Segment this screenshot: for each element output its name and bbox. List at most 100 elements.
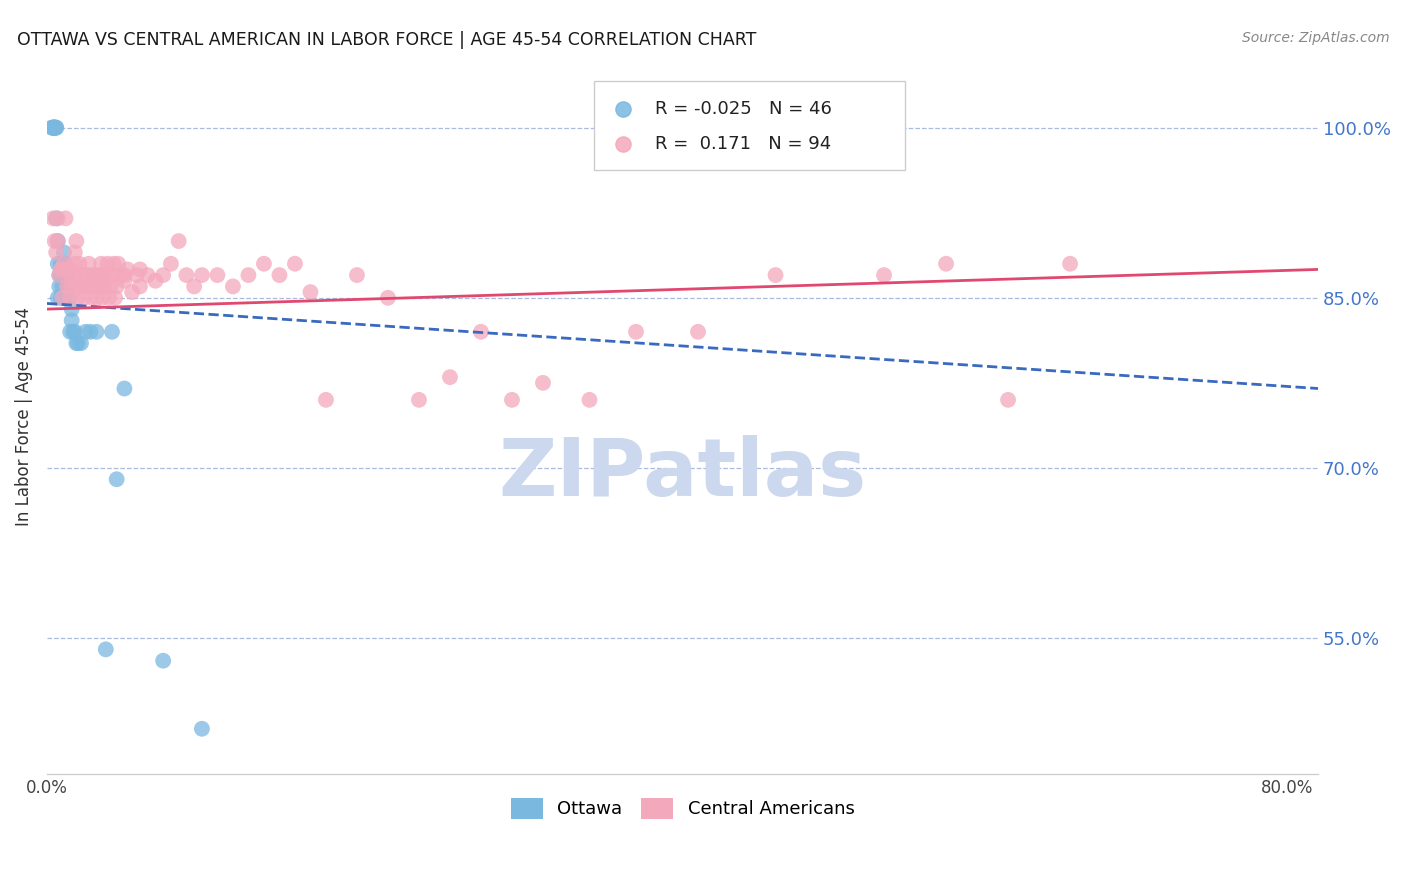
Point xyxy=(44,120,66,135)
Point xyxy=(46,211,69,226)
Point xyxy=(46,234,69,248)
Point xyxy=(90,268,112,282)
Point xyxy=(42,211,65,226)
Point xyxy=(46,234,69,248)
Point xyxy=(935,257,957,271)
Point xyxy=(49,262,72,277)
Point xyxy=(51,262,73,277)
Text: OTTAWA VS CENTRAL AMERICAN IN LABOR FORCE | AGE 45-54 CORRELATION CHART: OTTAWA VS CENTRAL AMERICAN IN LABOR FORC… xyxy=(17,31,756,49)
Point xyxy=(315,392,337,407)
Point xyxy=(873,268,896,282)
Point xyxy=(501,392,523,407)
Point xyxy=(52,245,75,260)
Point xyxy=(299,285,322,299)
Point xyxy=(48,268,70,282)
Point xyxy=(73,291,96,305)
Point xyxy=(167,234,190,248)
Point xyxy=(45,245,67,260)
Point xyxy=(55,211,77,226)
Point xyxy=(160,257,183,271)
Point xyxy=(56,279,79,293)
Point xyxy=(44,120,66,135)
Point xyxy=(82,268,104,282)
Point xyxy=(75,268,97,282)
Point xyxy=(45,211,67,226)
Point xyxy=(65,234,87,248)
Point xyxy=(686,325,709,339)
Point xyxy=(112,268,135,282)
Point xyxy=(80,291,103,305)
Point xyxy=(129,262,152,277)
Point xyxy=(62,268,84,282)
Point xyxy=(136,268,159,282)
Point xyxy=(377,291,399,305)
Point xyxy=(45,120,67,135)
Point xyxy=(152,654,174,668)
Point xyxy=(44,234,66,248)
Point xyxy=(63,257,86,271)
Point xyxy=(96,257,118,271)
Point xyxy=(56,268,79,282)
Point xyxy=(82,268,104,282)
Point xyxy=(470,325,492,339)
Point xyxy=(44,120,66,135)
Point xyxy=(624,325,647,339)
Point xyxy=(75,325,97,339)
Point xyxy=(531,376,554,390)
Point xyxy=(125,268,148,282)
Point xyxy=(93,279,115,293)
Point xyxy=(66,336,89,351)
Point xyxy=(104,291,127,305)
Point xyxy=(44,120,66,135)
Point xyxy=(58,262,80,277)
Point xyxy=(52,291,75,305)
Point xyxy=(70,336,93,351)
Point xyxy=(59,279,82,293)
Point xyxy=(55,257,77,271)
Point xyxy=(51,291,73,305)
Point xyxy=(94,642,117,657)
Point xyxy=(1059,257,1081,271)
Point xyxy=(70,279,93,293)
Text: R =  0.171   N = 94: R = 0.171 N = 94 xyxy=(655,135,831,153)
Point xyxy=(86,291,108,305)
Point xyxy=(66,279,89,293)
Point xyxy=(60,302,83,317)
Point xyxy=(90,279,112,293)
Point xyxy=(94,268,117,282)
Point xyxy=(284,257,307,271)
Point xyxy=(269,268,291,282)
Point xyxy=(183,279,205,293)
Point xyxy=(79,325,101,339)
Point xyxy=(49,257,72,271)
Point xyxy=(76,268,98,282)
Point xyxy=(121,285,143,299)
Point xyxy=(59,325,82,339)
Point xyxy=(152,268,174,282)
Point xyxy=(346,268,368,282)
Point xyxy=(41,120,63,135)
Point xyxy=(97,291,120,305)
Point xyxy=(103,257,125,271)
Point xyxy=(765,268,787,282)
Point xyxy=(176,268,198,282)
Point xyxy=(75,279,97,293)
Point xyxy=(207,268,229,282)
Point xyxy=(578,392,600,407)
Point xyxy=(105,279,128,293)
Point xyxy=(79,279,101,293)
Point xyxy=(89,279,111,293)
Point xyxy=(56,279,79,293)
Point xyxy=(84,279,107,293)
Point xyxy=(112,274,135,288)
Point xyxy=(52,257,75,271)
Point xyxy=(42,120,65,135)
Legend: Ottawa, Central Americans: Ottawa, Central Americans xyxy=(503,790,862,826)
Point xyxy=(408,392,430,407)
FancyBboxPatch shape xyxy=(593,81,905,170)
Point xyxy=(66,291,89,305)
Point xyxy=(51,279,73,293)
Point xyxy=(49,291,72,305)
Point xyxy=(77,257,100,271)
Point xyxy=(44,120,66,135)
